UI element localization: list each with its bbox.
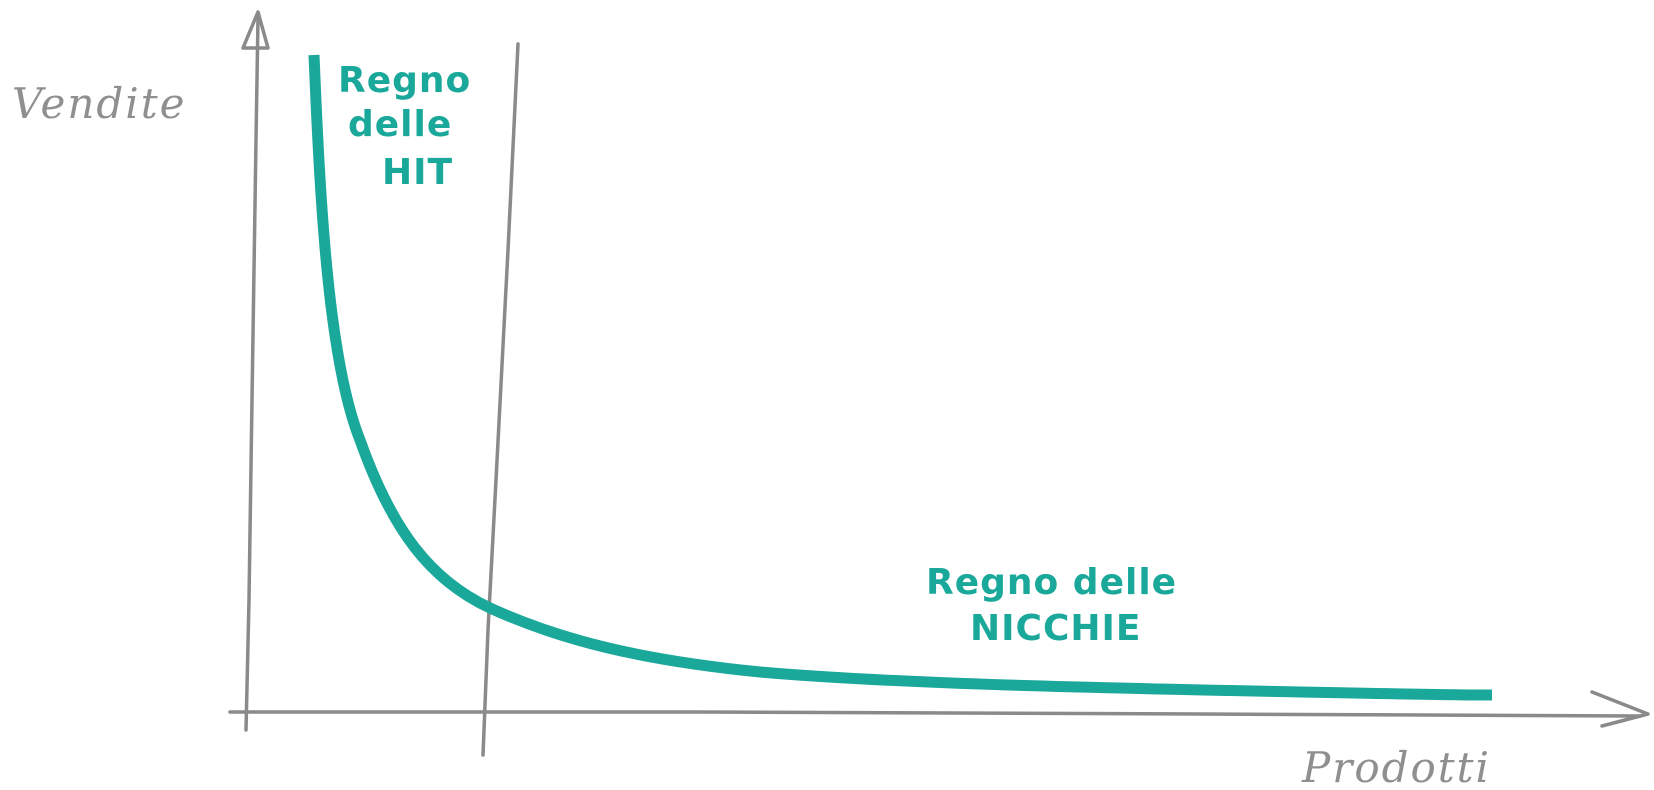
hit-region-line-1: Regno bbox=[338, 60, 471, 101]
x-axis bbox=[228, 710, 1642, 718]
niche-region-line-1: Regno delle bbox=[926, 562, 1177, 603]
long-tail-curve bbox=[308, 54, 1493, 701]
y-axis bbox=[244, 16, 260, 732]
niche-region-label: Regno delle NICCHIE bbox=[926, 562, 1177, 649]
hit-region-label: Regno delle HIT bbox=[338, 60, 471, 193]
hit-region-line-3: HIT bbox=[382, 152, 453, 193]
y-axis-label: Vendite bbox=[12, 79, 186, 128]
niche-region-line-2: NICCHIE bbox=[970, 608, 1141, 649]
x-axis-arrow-icon bbox=[1590, 690, 1650, 728]
region-divider-line bbox=[481, 42, 520, 757]
y-axis-arrow-icon bbox=[241, 10, 270, 50]
hit-region-line-2: delle bbox=[348, 104, 452, 145]
x-axis-label: Prodotti bbox=[1301, 743, 1491, 790]
